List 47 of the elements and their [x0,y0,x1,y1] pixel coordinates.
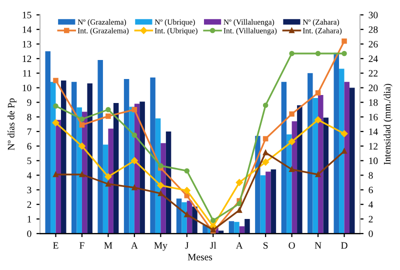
y2-tick-label: 14 [369,128,378,135]
y2-tick-label: 12 [369,143,378,150]
y2-tick-label: 6 [368,186,373,194]
y-tick-label: 3 [27,186,32,194]
y-tick-label: 0 [27,230,32,238]
x-tick-label: A [236,242,243,249]
y-tick-label: 9 [27,99,32,106]
y2-tick-label: 10 [369,158,378,164]
x-tick-label: M [104,242,112,249]
x-tick-label: My [154,242,168,251]
y2-tick-label: 28 [368,26,378,33]
y-tick-label: 14 [22,26,32,33]
x-tick-label: F [80,242,84,249]
y2-tick-label: 26 [368,40,378,48]
y-tick-label: 13 [22,40,32,48]
y-tick-label: 4 [26,172,32,179]
x-tick-label: Jl [210,242,216,249]
x-tick-label: A [131,242,138,249]
y-tick-label: 6 [27,143,32,150]
y2-tick-label: 22 [368,70,378,77]
y-axis-title: Nº días de Pp [8,98,16,150]
y2-tick-label: 30 [368,12,378,18]
y2-tick-label: 24 [368,56,378,62]
x-tick-label: S [264,242,268,249]
x-tick-label: D [341,242,348,249]
y2-tick-label: 16 [369,114,378,120]
x-axis-title: Meses [188,254,212,260]
y2-tick-label: 4 [368,201,374,208]
y-tick-label: 5 [27,158,32,164]
x-tick-label: N [314,242,322,249]
y-tick-label: 10 [22,84,32,92]
y-tick-label: 7 [27,128,32,135]
y-tick-label: 2 [27,201,32,208]
y2-tick-label: 18 [369,99,378,106]
y-tick-label: 1 [28,216,32,222]
y2-tick-label: 8 [368,172,373,179]
y-tick-label: 8 [27,114,32,120]
y2-tick-label: 2 [368,216,373,222]
y2-tick-label: 20 [368,84,378,92]
y2-tick-label: 0 [368,230,373,238]
x-tick-label: E [53,242,58,249]
x-tick-label: O [288,242,295,249]
y-tick-label: 11 [23,70,32,77]
y2-axis-title: Intensidad (mm./dia) [384,84,392,165]
x-tick-label: J [185,242,189,249]
y-tick-label: 15 [22,12,32,18]
y-tick-label: 12 [22,56,32,62]
